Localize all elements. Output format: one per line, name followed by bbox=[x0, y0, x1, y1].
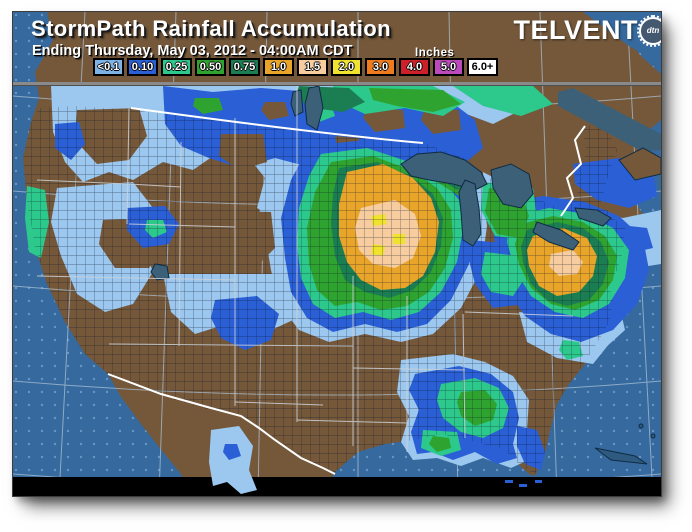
dtn-badge: dtn bbox=[637, 14, 661, 47]
page-title: StormPath Rainfall Accumulation bbox=[31, 16, 391, 41]
canada-border-line bbox=[130, 107, 586, 217]
legend: <0.1 0.10 0.25 0.50 0.75 1.0 1.5 2.0 3.0 4.0 5.0 6.… bbox=[93, 58, 498, 76]
map-panel: StormPath Rainfall Accumulation Ending T… bbox=[12, 11, 662, 497]
legend-swatch: 0.75 bbox=[229, 58, 260, 76]
legend-swatch: 5.0 bbox=[433, 58, 464, 76]
florida-keys-precip bbox=[505, 480, 542, 487]
mexico-precip-blob bbox=[209, 426, 257, 494]
legend-swatch: 3.0 bbox=[365, 58, 396, 76]
units-label: Inches bbox=[415, 47, 455, 59]
legend-swatch: 1.5 bbox=[297, 58, 328, 76]
state-lines bbox=[36, 86, 574, 452]
valid-time-text: Ending Thursday, May 03, 2012 - 04:00AM … bbox=[32, 43, 353, 59]
telvent-logo: TELVENT dtn bbox=[513, 14, 661, 47]
legend-swatch: 6.0+ bbox=[467, 58, 498, 76]
legend-swatch: 1.0 bbox=[263, 58, 294, 76]
nova-scotia-island bbox=[618, 147, 661, 181]
legend-swatch: 0.50 bbox=[195, 58, 226, 76]
lakes bbox=[150, 85, 612, 281]
legend-swatch: 4.0 bbox=[399, 58, 430, 76]
map-bottom-bar bbox=[13, 477, 661, 496]
mexico-border-line bbox=[107, 373, 336, 475]
header-separator bbox=[13, 82, 661, 86]
legend-swatch: 2.0 bbox=[331, 58, 362, 76]
caribbean-islands bbox=[594, 423, 656, 465]
st-lawrence-river bbox=[558, 88, 661, 152]
legend-swatch: 0.10 bbox=[127, 58, 158, 76]
telvent-logo-text: TELVENT bbox=[513, 15, 638, 45]
legend-swatch: 0.25 bbox=[161, 58, 192, 76]
us-rainfall-map bbox=[13, 12, 661, 496]
legend-swatch: <0.1 bbox=[93, 58, 124, 76]
